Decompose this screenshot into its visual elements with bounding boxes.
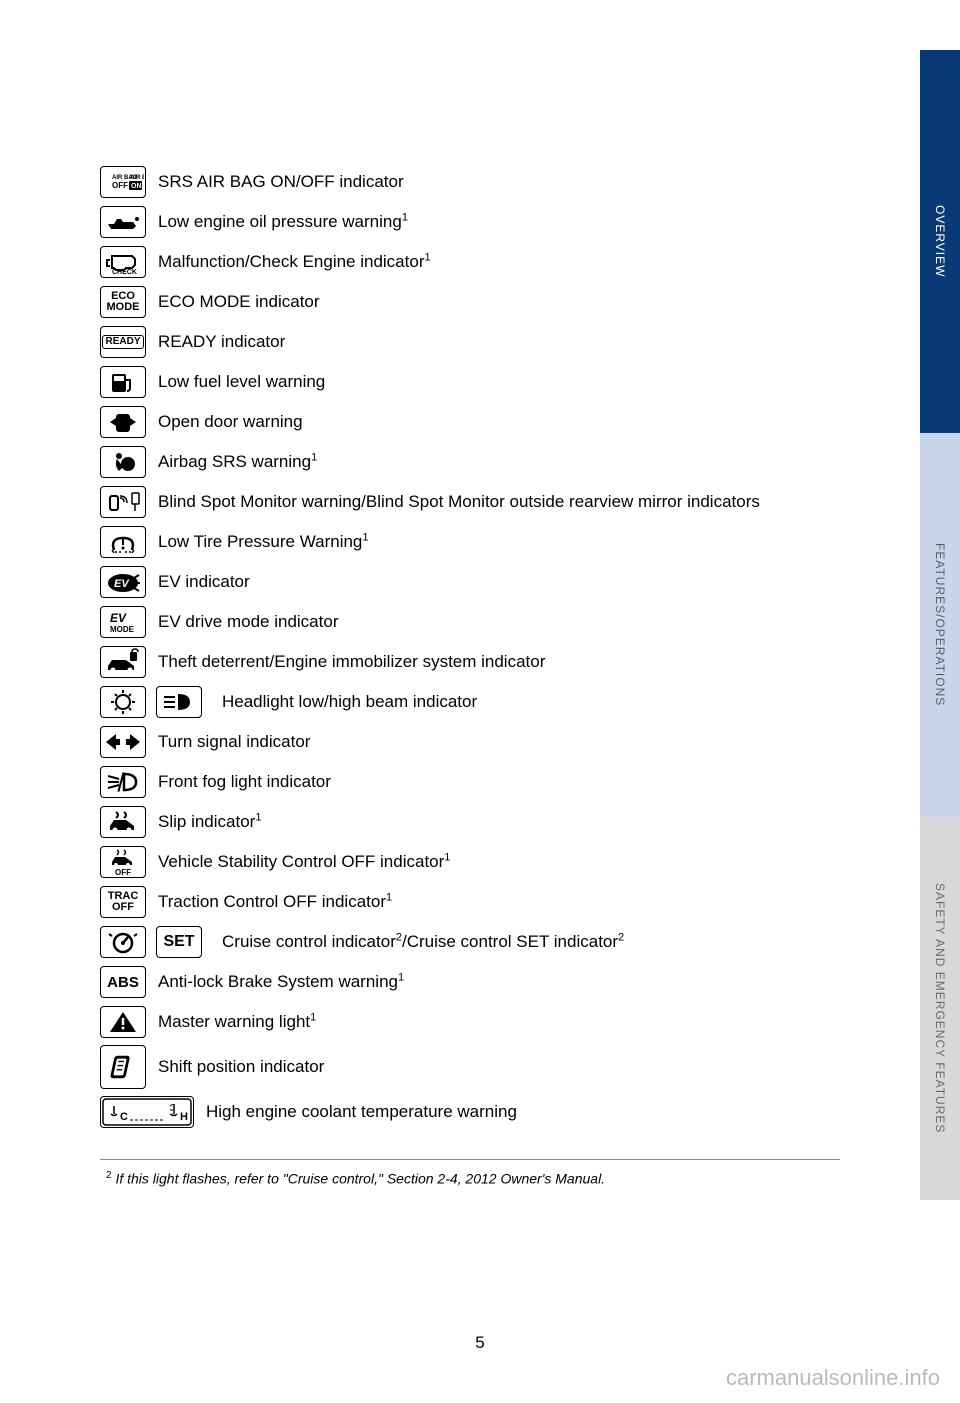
indicator-label: SRS AIR BAG ON/OFF indicator bbox=[158, 171, 404, 192]
indicator-label: Theft deterrent/Engine immobilizer syste… bbox=[158, 651, 545, 672]
indicator-label: Low Tire Pressure Warning1 bbox=[158, 531, 369, 552]
indicator-label: Low engine oil pressure warning1 bbox=[158, 211, 408, 232]
ready-icon: READY bbox=[100, 326, 146, 358]
indicator-row: AIR BAGOFFAIR BAGONSRS AIR BAG ON/OFF in… bbox=[100, 165, 840, 199]
indicator-label: Master warning light1 bbox=[158, 1011, 316, 1032]
svg-text:EV: EV bbox=[110, 611, 127, 625]
ev-mode-icon: EVMODE bbox=[100, 606, 146, 638]
indicator-row: Airbag SRS warning1 bbox=[100, 445, 840, 479]
indicator-row: Headlight low/high beam indicator bbox=[100, 685, 840, 719]
abs-icon: ABS bbox=[100, 966, 146, 998]
tab-safety-label: SAFETY AND EMERGENCY FEATURES bbox=[933, 883, 947, 1133]
tab-overview-label: OVERVIEW bbox=[933, 205, 947, 277]
indicator-row: CHECK Malfunction/Check Engine indicator1 bbox=[100, 245, 840, 279]
fog-icon bbox=[100, 766, 146, 798]
indicator-row: TRACOFF Traction Control OFF indicator1 bbox=[100, 885, 840, 919]
tire-icon bbox=[100, 526, 146, 558]
svg-text:AIR BAG: AIR BAG bbox=[130, 175, 144, 181]
indicator-row: Low engine oil pressure warning1 bbox=[100, 205, 840, 239]
svg-text:OFF: OFF bbox=[112, 181, 128, 190]
vsc-off-icon: OFF bbox=[100, 846, 146, 878]
fuel-icon bbox=[100, 366, 146, 398]
trac-off-icon: TRACOFF bbox=[100, 886, 146, 918]
watermark: carmanualsonline.info bbox=[726, 1365, 940, 1391]
indicator-label: Vehicle Stability Control OFF indicator1 bbox=[158, 851, 450, 872]
slip-icon bbox=[100, 806, 146, 838]
section-tabs: OVERVIEW FEATURES/OPERATIONS SAFETY AND … bbox=[920, 50, 960, 1200]
indicator-row: Theft deterrent/Engine immobilizer syste… bbox=[100, 645, 840, 679]
indicator-list: AIR BAGOFFAIR BAGONSRS AIR BAG ON/OFF in… bbox=[100, 165, 840, 1187]
tab-overview: OVERVIEW bbox=[920, 50, 960, 433]
tab-features: FEATURES/OPERATIONS bbox=[920, 433, 960, 816]
headlight-high-icon bbox=[156, 686, 202, 718]
indicator-row: Low Tire Pressure Warning1 bbox=[100, 525, 840, 559]
door-icon bbox=[100, 406, 146, 438]
svg-text:H: H bbox=[180, 1111, 188, 1123]
cruise-icon bbox=[100, 926, 146, 958]
indicator-row: ECOMODE ECO MODE indicator bbox=[100, 285, 840, 319]
page-number: 5 bbox=[0, 1333, 960, 1353]
indicator-label: Headlight low/high beam indicator bbox=[222, 691, 477, 712]
svg-text:ON: ON bbox=[131, 183, 142, 190]
indicator-row: READY READY indicator bbox=[100, 325, 840, 359]
eco-mode-icon: ECOMODE bbox=[100, 286, 146, 318]
indicator-row: SET Cruise control indicator2/Cruise cont… bbox=[100, 925, 840, 959]
svg-text:CHECK: CHECK bbox=[112, 269, 137, 276]
check-engine-icon: CHECK bbox=[100, 246, 146, 278]
indicator-row: EVMODE EV drive mode indicator bbox=[100, 605, 840, 639]
indicator-row: Slip indicator1 bbox=[100, 805, 840, 839]
indicator-row: Turn signal indicator bbox=[100, 725, 840, 759]
indicator-label: Traction Control OFF indicator1 bbox=[158, 891, 392, 912]
tab-features-label: FEATURES/OPERATIONS bbox=[933, 543, 947, 706]
indicator-label: Turn signal indicator bbox=[158, 731, 310, 752]
indicator-row: CHHigh engine coolant temperature warnin… bbox=[100, 1095, 840, 1129]
ev-icon: EV bbox=[100, 566, 146, 598]
indicator-label: Open door warning bbox=[158, 411, 303, 432]
indicator-label: Cruise control indicator2/Cruise control… bbox=[222, 931, 624, 952]
svg-text:OFF: OFF bbox=[115, 868, 131, 876]
indicator-label: Low fuel level warning bbox=[158, 371, 325, 392]
indicator-label: READY indicator bbox=[158, 331, 285, 352]
footnote-rule bbox=[100, 1159, 840, 1160]
master-icon bbox=[100, 1006, 146, 1038]
set-icon: SET bbox=[156, 926, 202, 958]
indicator-row: ABS Anti-lock Brake System warning1 bbox=[100, 965, 840, 999]
indicator-row: Master warning light1 bbox=[100, 1005, 840, 1039]
indicator-label: ECO MODE indicator bbox=[158, 291, 320, 312]
coolant-icon: CH bbox=[100, 1096, 194, 1128]
oil-icon bbox=[100, 206, 146, 238]
indicator-row: Low fuel level warning bbox=[100, 365, 840, 399]
airbag-icon bbox=[100, 446, 146, 478]
footnote: 2 If this light flashes, refer to "Cruis… bbox=[106, 1170, 840, 1187]
indicator-label: EV drive mode indicator bbox=[158, 611, 338, 632]
turn-icon bbox=[100, 726, 146, 758]
indicator-label: Anti-lock Brake System warning1 bbox=[158, 971, 404, 992]
svg-text:EV: EV bbox=[114, 578, 130, 590]
airbag-onoff-icon: AIR BAGOFFAIR BAGON bbox=[100, 166, 146, 198]
indicator-row: Shift position indicator bbox=[100, 1045, 840, 1089]
shift-icon bbox=[100, 1045, 146, 1089]
indicator-label: Front fog light indicator bbox=[158, 771, 331, 792]
indicator-label: Malfunction/Check Engine indicator1 bbox=[158, 251, 431, 272]
bsm-icon bbox=[100, 486, 146, 518]
indicator-label: High engine coolant temperature warning bbox=[206, 1101, 517, 1122]
indicator-label: Slip indicator1 bbox=[158, 811, 261, 832]
headlight-low-icon bbox=[100, 686, 146, 718]
indicator-label: Blind Spot Monitor warning/Blind Spot Mo… bbox=[158, 491, 760, 512]
indicator-row: EV EV indicator bbox=[100, 565, 840, 599]
indicator-row: OFF Vehicle Stability Control OFF indicat… bbox=[100, 845, 840, 879]
indicator-label: EV indicator bbox=[158, 571, 250, 592]
indicator-label: Shift position indicator bbox=[158, 1056, 324, 1077]
svg-text:C: C bbox=[120, 1111, 128, 1123]
indicator-row: Front fog light indicator bbox=[100, 765, 840, 799]
tab-safety: SAFETY AND EMERGENCY FEATURES bbox=[920, 817, 960, 1200]
indicator-row: Open door warning bbox=[100, 405, 840, 439]
svg-text:MODE: MODE bbox=[110, 625, 135, 634]
theft-icon bbox=[100, 646, 146, 678]
indicator-row: Blind Spot Monitor warning/Blind Spot Mo… bbox=[100, 485, 840, 519]
indicator-label: Airbag SRS warning1 bbox=[158, 451, 317, 472]
